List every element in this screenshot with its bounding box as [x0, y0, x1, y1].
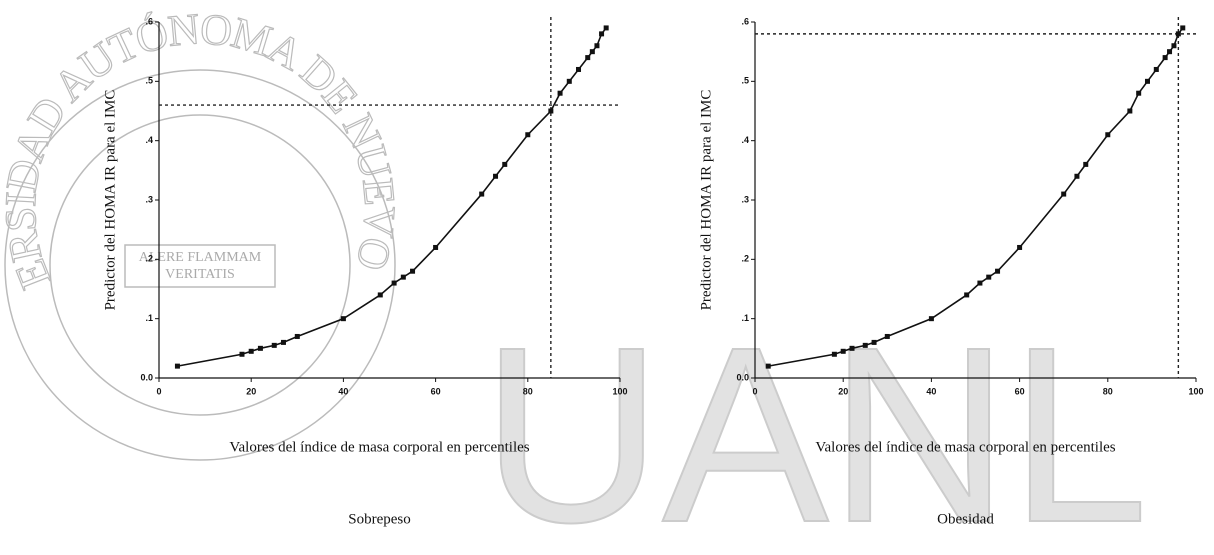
point	[257, 345, 263, 351]
motto: VERITATIS	[165, 267, 235, 282]
point	[566, 78, 572, 84]
point	[174, 363, 180, 369]
point	[849, 345, 855, 351]
y-tick-label: .2	[741, 254, 749, 264]
motto-box	[124, 244, 276, 288]
point	[1127, 108, 1133, 114]
motto: ALERE FLAMMAM	[139, 250, 262, 265]
point	[294, 333, 300, 339]
y-tick-label: 0.0	[140, 372, 153, 382]
seal-ring	[4, 69, 396, 461]
x-tick-label: 20	[246, 386, 256, 396]
x-tick-label: 80	[523, 386, 533, 396]
point	[1162, 55, 1168, 61]
point	[1180, 25, 1186, 31]
y-tick-label: .4	[145, 135, 153, 145]
point	[557, 90, 563, 96]
point	[831, 351, 837, 357]
point	[525, 132, 531, 138]
x-tick-label: 60	[431, 386, 441, 396]
y-tick-label: .4	[741, 135, 749, 145]
point	[410, 268, 416, 274]
point	[765, 363, 771, 369]
point	[502, 161, 508, 167]
point	[862, 342, 868, 348]
point	[576, 66, 582, 72]
logo: UANL	[482, 295, 1149, 555]
point	[377, 292, 383, 298]
x-tick-label: 40	[338, 386, 348, 396]
y-tick-label: .3	[741, 194, 749, 204]
point	[1153, 66, 1159, 72]
point	[840, 348, 846, 354]
x-tick-label: 20	[838, 386, 848, 396]
point	[599, 31, 605, 37]
point	[1167, 49, 1173, 55]
point	[884, 333, 890, 339]
watermark: UNIVERSIDAD AUTÓNOMA DE NUEVO LEÓN ALERE…	[0, 0, 1149, 555]
point	[1074, 173, 1080, 179]
point	[433, 244, 439, 250]
y-tick-label: .1	[741, 313, 749, 323]
caption: Sobrepeso	[348, 511, 411, 527]
x-tick-label: 100	[612, 386, 627, 396]
caption: Obesidad	[937, 511, 994, 527]
point	[493, 173, 499, 179]
point	[1017, 244, 1023, 250]
point	[986, 274, 992, 280]
point	[594, 43, 600, 49]
point	[1171, 43, 1177, 49]
x-tick-label: 40	[926, 386, 936, 396]
point	[964, 292, 970, 298]
x-tick-label: 100	[1188, 386, 1203, 396]
point	[1136, 90, 1142, 96]
point	[871, 339, 877, 345]
point	[1083, 161, 1089, 167]
point	[603, 25, 609, 31]
point	[589, 49, 595, 55]
point	[585, 55, 591, 61]
point	[1144, 78, 1150, 84]
x-tick-label: 60	[1015, 386, 1025, 396]
point	[928, 316, 934, 322]
x-tick-label: 0	[752, 386, 757, 396]
y-tick-label: .2	[145, 254, 153, 264]
point	[1105, 132, 1111, 138]
y-tick-label: .5	[145, 76, 153, 86]
point	[400, 274, 406, 280]
point	[1061, 191, 1067, 197]
point	[995, 268, 1001, 274]
x-axis-label: Valores del índice de masa corporal en p…	[229, 439, 529, 455]
y-tick-label: .3	[145, 194, 153, 204]
y-axis-label: Predictor del HOMA IR para el IMC	[698, 90, 714, 311]
point	[280, 339, 286, 345]
x-tick-label: 80	[1103, 386, 1113, 396]
point	[479, 191, 485, 197]
point	[271, 342, 277, 348]
point	[548, 108, 554, 114]
x-axis-label: Valores del índice de masa corporal en p…	[815, 439, 1115, 455]
y-axis-label: Predictor del HOMA IR para el IMC	[102, 90, 118, 311]
point	[248, 348, 254, 354]
point	[977, 280, 983, 286]
point	[391, 280, 397, 286]
seal-ring-inner	[49, 114, 351, 416]
x-tick-label: 0	[156, 386, 161, 396]
y-tick-label: .6	[741, 16, 749, 26]
y-tick-label: .6	[145, 16, 153, 26]
point	[1175, 31, 1181, 37]
point	[340, 316, 346, 322]
point	[239, 351, 245, 357]
y-tick-label: .5	[741, 76, 749, 86]
y-tick-label: 0.0	[736, 372, 749, 382]
y-tick-label: .1	[145, 313, 153, 323]
